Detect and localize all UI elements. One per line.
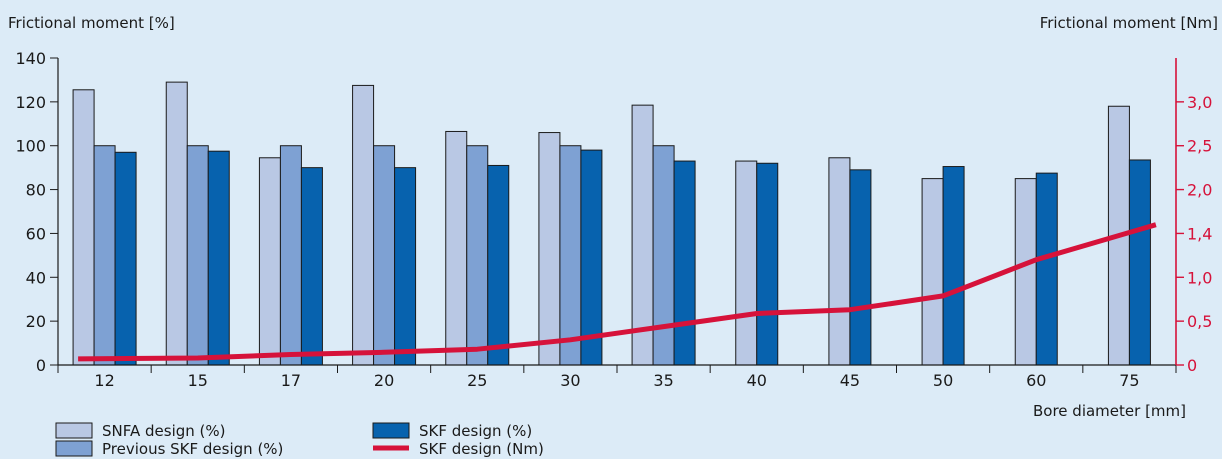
bar-20-series-2 [394, 167, 417, 366]
bar-15-series-2 [207, 150, 230, 366]
bar-30-series-2 [580, 149, 603, 366]
line-skf-design-nm [78, 222, 1157, 362]
bar-50-series-0 [921, 178, 944, 366]
y-right-tick-label: 3,0 [1187, 93, 1212, 112]
bar-17-series-0 [258, 157, 281, 366]
x-tick-label: 45 [840, 371, 860, 390]
bar-12-series-0 [72, 89, 95, 366]
bar-40-series-0 [735, 160, 758, 366]
x-tick-label: 12 [94, 371, 114, 390]
bar-30-series-0 [538, 132, 561, 366]
y-left-tick-label: 120 [15, 93, 46, 112]
bar-45-series-0 [828, 157, 851, 366]
y-left-tick-label: 140 [15, 49, 46, 68]
x-tick-label: 60 [1026, 371, 1046, 390]
legend-label-snfa: SNFA design (%) [102, 422, 226, 440]
y-left-tick-label: 100 [15, 137, 46, 156]
axes: 12 15 17 20 25 30 35 40 45 50 60 75 0 20 40 60 80 100 120 1… [15, 49, 1212, 390]
y-left-tick-label: 60 [26, 224, 46, 243]
x-tick-label: 17 [281, 371, 301, 390]
bar-12-series-2 [114, 151, 137, 366]
y-right-tick-label: 1,4 [1187, 224, 1212, 243]
bar-15-series-0 [165, 81, 188, 366]
legend-label-previous-skf: Previous SKF design (%) [102, 440, 283, 458]
y-right-tick-label: 0 [1187, 356, 1197, 375]
bar-60-series-0 [1014, 178, 1037, 366]
y-right-tick-label: 2,5 [1187, 137, 1212, 156]
bar-35-series-2 [673, 160, 696, 366]
x-tick-label: 35 [653, 371, 673, 390]
y-right-axis-title: Frictional moment [Nm] [1040, 14, 1218, 32]
y-left-tick-label: 20 [26, 312, 46, 331]
y-left-tick-label: 0 [36, 356, 46, 375]
bar-12-series-1 [93, 145, 116, 366]
legend-label-skf: SKF design (%) [419, 422, 532, 440]
bar-25-series-2 [487, 164, 510, 366]
y-left-tick-label: 40 [26, 268, 46, 287]
bar-25-series-0 [445, 130, 468, 366]
bars [72, 81, 1151, 366]
bar-40-series-2 [756, 162, 779, 366]
bar-45-series-2 [849, 169, 872, 366]
y-left-axis-title: Frictional moment [%] [8, 14, 175, 32]
bar-25-series-1 [466, 145, 489, 366]
x-tick-label: 40 [747, 371, 767, 390]
legend: SNFA design (%) Previous SKF design (%) … [55, 422, 544, 458]
bar-75-series-2 [1128, 159, 1151, 366]
x-tick-label: 75 [1119, 371, 1139, 390]
y-right-tick-label: 1,0 [1187, 268, 1212, 287]
x-tick-label: 50 [933, 371, 953, 390]
bar-17-series-2 [300, 167, 323, 366]
x-tick-label: 20 [374, 371, 394, 390]
bar-30-series-1 [559, 145, 582, 366]
x-tick-label: 25 [467, 371, 487, 390]
legend-swatch-snfa [55, 422, 93, 439]
bar-20-series-1 [373, 145, 396, 366]
bar-15-series-1 [186, 145, 209, 366]
x-axis-title: Bore diameter [mm] [1033, 402, 1186, 420]
legend-swatch-previous-skf [55, 440, 93, 457]
line-series [78, 222, 1157, 362]
bar-60-series-2 [1035, 172, 1058, 366]
legend-swatch-skf [372, 422, 410, 439]
y-left-tick-label: 80 [26, 181, 46, 200]
bar-20-series-0 [352, 84, 375, 366]
bar-50-series-2 [942, 166, 965, 366]
legend-label-skf-nm: SKF design (Nm) [419, 440, 544, 458]
bar-17-series-1 [279, 145, 302, 366]
y-right-tick-label: 2,0 [1187, 181, 1212, 200]
bar-35-series-1 [652, 145, 675, 366]
y-right-tick-label: 0,5 [1187, 312, 1212, 331]
x-tick-label: 15 [188, 371, 208, 390]
x-tick-label: 30 [560, 371, 580, 390]
